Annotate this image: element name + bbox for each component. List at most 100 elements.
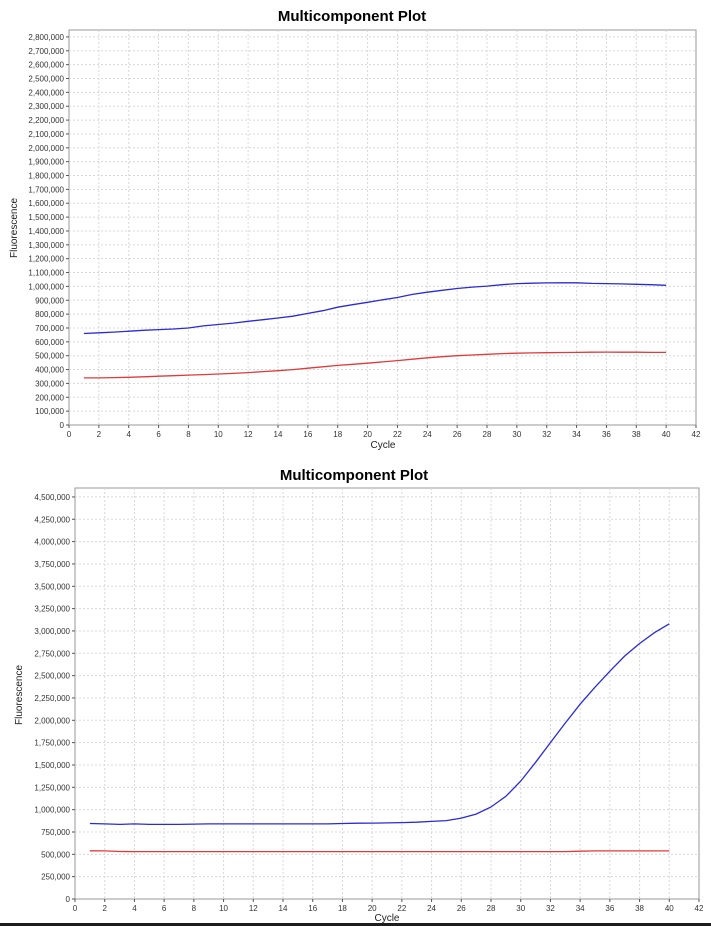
series-line-1 <box>83 282 667 335</box>
x-tick-label: 6 <box>156 430 161 439</box>
chart-panel-top: Multicomponent Plot 0 100,000 200,000 300,0… <box>0 0 711 458</box>
x-tick-label: 0 <box>67 430 72 439</box>
x-tick-label: 18 <box>333 430 342 439</box>
y-tick-label: 0 <box>66 895 71 904</box>
chart-panel-bottom: Multicomponent Plot 0 250,000 500,000 750,0… <box>0 458 711 923</box>
grid-lines <box>69 30 696 425</box>
y-tick-label: 3,250,000 <box>34 605 70 614</box>
multicomponent-plot-2: Multicomponent Plot 0 250,000 500,000 750,0… <box>14 467 704 923</box>
y-tick-label: 100,000 <box>35 407 64 416</box>
x-tick-label: 28 <box>483 430 492 439</box>
y-tick-label: 2,400,000 <box>28 88 64 97</box>
x-axis-label: Cycle <box>370 440 395 451</box>
x-tick-label: 2 <box>97 430 102 439</box>
y-axis-label: Fluorescence <box>9 198 20 258</box>
y-tick-label: 500,000 <box>41 850 70 859</box>
y-tick-label: 300,000 <box>35 379 64 388</box>
y-tick-label: 1,000,000 <box>34 806 70 815</box>
x-tick-label: 32 <box>542 430 551 439</box>
y-tick-label: 2,300,000 <box>28 102 64 111</box>
x-tick-label: 12 <box>249 904 258 913</box>
y-tick-label: 1,300,000 <box>28 241 64 250</box>
plot-area <box>68 29 697 426</box>
x-tick-label: 38 <box>632 430 641 439</box>
x-tick-label: 22 <box>393 430 402 439</box>
y-tick-label: 500,000 <box>35 352 64 361</box>
chart-title: Multicomponent Plot <box>278 8 426 25</box>
chart-title: Multicomponent Plot <box>280 467 428 484</box>
y-tick-label: 4,500,000 <box>34 493 70 502</box>
y-tick-label: 1,250,000 <box>34 783 70 792</box>
x-tick-label: 36 <box>605 904 614 913</box>
x-tick-label: 30 <box>516 904 525 913</box>
y-tick-label: 400,000 <box>35 366 64 375</box>
x-tick-label: 16 <box>303 430 312 439</box>
y-tick-label: 1,200,000 <box>28 255 64 264</box>
x-tick-label: 24 <box>423 430 432 439</box>
x-tick-label: 40 <box>662 430 671 439</box>
y-tick-label: 2,600,000 <box>28 61 64 70</box>
x-tick-label: 22 <box>397 904 406 913</box>
x-tick-label: 20 <box>368 904 377 913</box>
x-tick-label: 12 <box>244 430 253 439</box>
y-tick-label: 1,600,000 <box>28 199 64 208</box>
x-tick-label: 38 <box>635 904 644 913</box>
x-tick-label: 8 <box>192 904 197 913</box>
y-tick-label: 1,000,000 <box>28 282 64 291</box>
x-tick-label: 18 <box>338 904 347 913</box>
y-tick-label: 1,400,000 <box>28 227 64 236</box>
x-axis: 0 2 4 6 8 10 12 14 16 18 20 22 24 26 28 30 32 34 36 38 40 42 <box>67 425 701 439</box>
y-tick-label: 4,250,000 <box>34 515 70 524</box>
x-tick-label: 14 <box>279 904 288 913</box>
x-tick-label: 4 <box>132 904 137 913</box>
grid-lines <box>75 488 699 899</box>
x-tick-label: 6 <box>162 904 167 913</box>
series-line-1 <box>89 623 670 826</box>
x-axis: 0 2 4 6 8 10 12 14 16 18 20 22 24 26 28 30 32 34 36 38 40 42 <box>73 899 704 913</box>
plot-area <box>74 487 700 900</box>
y-tick-label: 1,700,000 <box>28 185 64 194</box>
bottom-border <box>0 923 711 926</box>
x-axis-label: Cycle <box>374 913 399 923</box>
x-tick-label: 16 <box>308 904 317 913</box>
multicomponent-plot-1: Multicomponent Plot 0 100,000 200,000 300,0… <box>9 8 701 451</box>
series-lines <box>83 282 667 379</box>
y-tick-label: 1,500,000 <box>28 213 64 222</box>
x-tick-label: 34 <box>576 904 585 913</box>
x-tick-label: 2 <box>102 904 107 913</box>
series-line-2 <box>83 351 667 379</box>
x-tick-label: 8 <box>186 430 191 439</box>
y-tick-label: 1,100,000 <box>28 269 64 278</box>
y-tick-label: 2,750,000 <box>34 649 70 658</box>
y-tick-label: 2,500,000 <box>34 672 70 681</box>
x-tick-label: 10 <box>214 430 223 439</box>
x-tick-label: 20 <box>363 430 372 439</box>
y-axis: 0 100,000 200,000 300,000 400,000 500,000 600,… <box>28 33 69 430</box>
series-line-2 <box>89 850 670 853</box>
y-tick-label: 2,000,000 <box>28 144 64 153</box>
y-tick-label: 600,000 <box>35 338 64 347</box>
y-tick-label: 2,500,000 <box>28 75 64 84</box>
x-tick-label: 24 <box>427 904 436 913</box>
x-tick-label: 36 <box>602 430 611 439</box>
y-tick-label: 4,000,000 <box>34 538 70 547</box>
y-tick-label: 1,750,000 <box>34 739 70 748</box>
x-tick-label: 42 <box>692 430 701 439</box>
y-tick-label: 2,700,000 <box>28 47 64 56</box>
y-tick-label: 1,800,000 <box>28 172 64 181</box>
x-tick-label: 30 <box>512 430 521 439</box>
y-tick-label: 3,750,000 <box>34 560 70 569</box>
x-tick-label: 40 <box>665 904 674 913</box>
y-tick-label: 1,500,000 <box>34 761 70 770</box>
y-axis-label: Fluorescence <box>14 665 25 725</box>
series-lines <box>89 623 670 853</box>
y-tick-label: 200,000 <box>35 393 64 402</box>
x-tick-label: 42 <box>695 904 704 913</box>
x-tick-label: 10 <box>219 904 228 913</box>
x-tick-label: 0 <box>73 904 78 913</box>
y-tick-label: 2,250,000 <box>34 694 70 703</box>
x-tick-label: 34 <box>572 430 581 439</box>
y-axis: 0 250,000 500,000 750,000 1,000,000 1,250,000… <box>34 493 75 904</box>
y-tick-label: 2,100,000 <box>28 130 64 139</box>
y-tick-label: 3,000,000 <box>34 627 70 636</box>
